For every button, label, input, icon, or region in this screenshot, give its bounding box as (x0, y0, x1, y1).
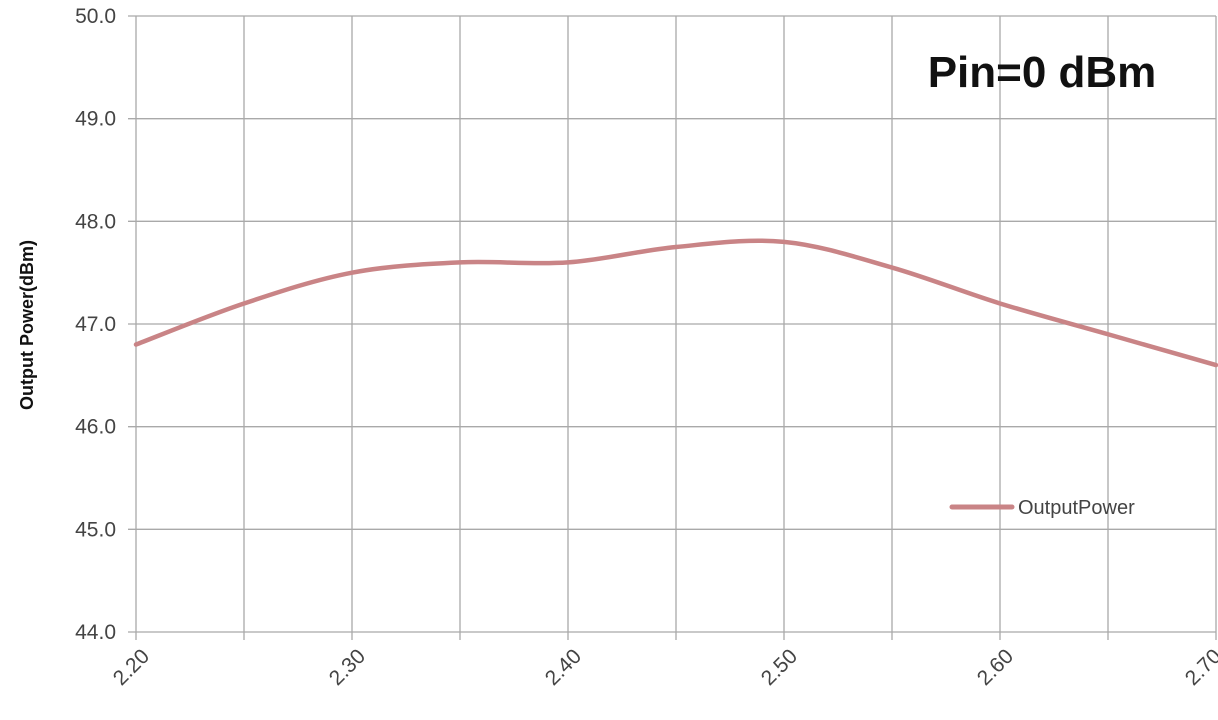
y-tick-label: 48.0 (75, 210, 116, 233)
y-tick-label: 47.0 (75, 313, 116, 336)
y-tick-label: 50.0 (75, 5, 116, 28)
series-layer (133, 238, 1218, 368)
series-line-outputpower (133, 238, 1218, 368)
y-tick-label: 46.0 (75, 416, 116, 439)
x-tick-label: 2.40 (541, 645, 586, 690)
y-axis-ticks: 44.0 45.0 46.0 47.0 48.0 49.0 50.0 (75, 5, 116, 644)
x-tick-label: 2.50 (757, 645, 802, 690)
x-tick-label: 2.60 (973, 645, 1018, 690)
x-tick-label: 2.70 (1181, 645, 1218, 690)
legend-label-outputpower: OutputPower (1018, 497, 1135, 519)
x-axis-ticks: 2.20 2.30 2.40 2.50 2.60 2.70 (109, 645, 1218, 690)
legend: OutputPower (949, 497, 1135, 519)
y-tick-label: 44.0 (75, 621, 116, 644)
y-tick-label: 49.0 (75, 108, 116, 131)
y-axis-label: Output Power(dBm) (17, 240, 37, 410)
x-tick-label: 2.30 (325, 645, 370, 690)
y-tick-label: 45.0 (75, 518, 116, 541)
x-tick-label: 2.20 (109, 645, 154, 690)
annotation-pin: Pin=0 dBm (928, 48, 1157, 97)
grid (128, 15, 1217, 640)
